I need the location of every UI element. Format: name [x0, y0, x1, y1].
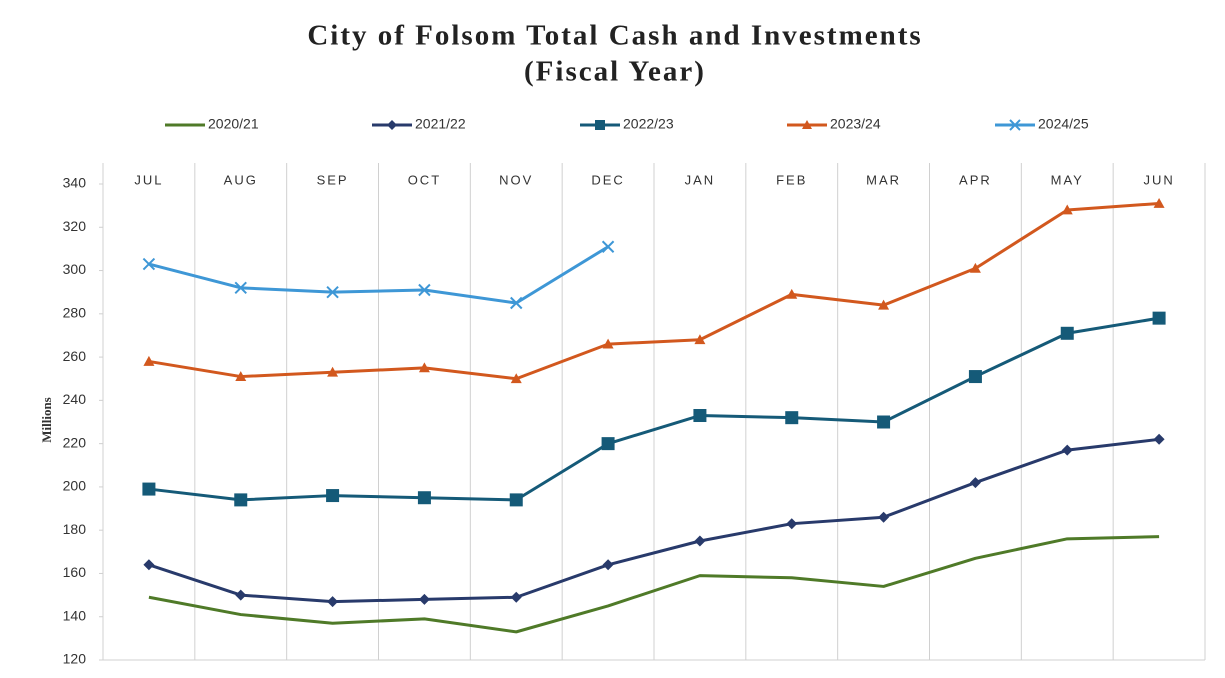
marker — [510, 296, 523, 310]
legend-label: 2021/22 — [415, 116, 466, 132]
marker — [510, 373, 522, 384]
marker — [877, 415, 891, 429]
y-tick-label: 340 — [63, 175, 87, 191]
marker — [786, 288, 798, 299]
x-tick-label: DEC — [591, 172, 624, 187]
marker — [142, 482, 156, 496]
marker — [968, 370, 982, 384]
series-line — [148, 316, 1160, 502]
legend-label: 2023/24 — [830, 116, 881, 132]
legend-label: 2020/21 — [208, 116, 259, 132]
marker — [143, 355, 155, 366]
marker — [878, 299, 890, 310]
marker — [418, 362, 430, 373]
x-tick-label: JUL — [134, 172, 163, 187]
marker — [143, 559, 155, 571]
y-tick-label: 280 — [63, 305, 87, 321]
marker — [694, 334, 706, 345]
legend-label: 2024/25 — [1038, 116, 1089, 132]
y-tick-label: 180 — [63, 521, 87, 537]
y-tick-label: 300 — [63, 261, 87, 277]
marker — [235, 371, 247, 381]
marker — [1060, 326, 1074, 340]
legend-marker — [387, 120, 397, 130]
marker — [1153, 197, 1165, 208]
marker — [1152, 311, 1166, 325]
series-line — [148, 437, 1160, 604]
y-tick-label: 260 — [63, 348, 87, 364]
y-tick-label: 320 — [63, 218, 87, 234]
y-axis-label: Millions — [39, 397, 54, 443]
chart-title: City of Folsom Total Cash and Investment… — [307, 20, 922, 52]
chart-title: (Fiscal Year) — [524, 56, 706, 88]
marker — [1153, 433, 1165, 445]
legend-marker — [802, 120, 812, 129]
marker — [785, 411, 799, 425]
marker — [694, 535, 706, 547]
marker — [326, 489, 340, 503]
marker — [327, 366, 339, 377]
x-tick-label: SEP — [317, 172, 349, 187]
x-tick-label: APR — [959, 172, 992, 187]
series-line — [148, 245, 609, 305]
marker — [693, 409, 707, 423]
marker — [601, 437, 615, 451]
marker — [510, 591, 522, 603]
marker — [969, 477, 981, 489]
x-tick-label: JUN — [1143, 172, 1174, 187]
legend-label: 2022/23 — [623, 116, 674, 132]
y-tick-label: 140 — [63, 607, 87, 623]
marker — [235, 589, 247, 601]
marker — [417, 491, 431, 505]
x-tick-label: MAY — [1051, 172, 1084, 187]
marker — [602, 559, 614, 571]
legend-marker — [1009, 119, 1021, 131]
series-line — [148, 535, 1160, 634]
marker — [1061, 444, 1073, 456]
marker — [418, 283, 431, 297]
y-tick-label: 120 — [63, 651, 87, 667]
y-tick-label: 220 — [63, 434, 87, 450]
y-tick-label: 200 — [63, 478, 87, 494]
x-tick-label: OCT — [408, 172, 441, 187]
marker — [234, 281, 247, 295]
marker — [1061, 204, 1073, 215]
marker — [601, 240, 615, 253]
x-tick-label: AUG — [224, 172, 258, 187]
x-tick-label: NOV — [499, 172, 533, 187]
marker — [418, 593, 430, 605]
marker — [327, 596, 339, 608]
y-tick-label: 160 — [63, 564, 87, 580]
marker — [878, 511, 890, 523]
series-line — [148, 201, 1160, 381]
marker — [234, 493, 248, 507]
legend-marker — [595, 120, 605, 130]
x-tick-label: JAN — [685, 172, 716, 187]
marker — [602, 338, 614, 349]
marker — [786, 518, 798, 530]
x-tick-label: MAR — [866, 172, 901, 187]
x-tick-label: FEB — [776, 172, 807, 187]
marker — [969, 262, 981, 273]
marker — [326, 285, 339, 299]
marker — [509, 493, 523, 507]
y-tick-label: 240 — [63, 391, 87, 407]
marker — [142, 257, 156, 271]
